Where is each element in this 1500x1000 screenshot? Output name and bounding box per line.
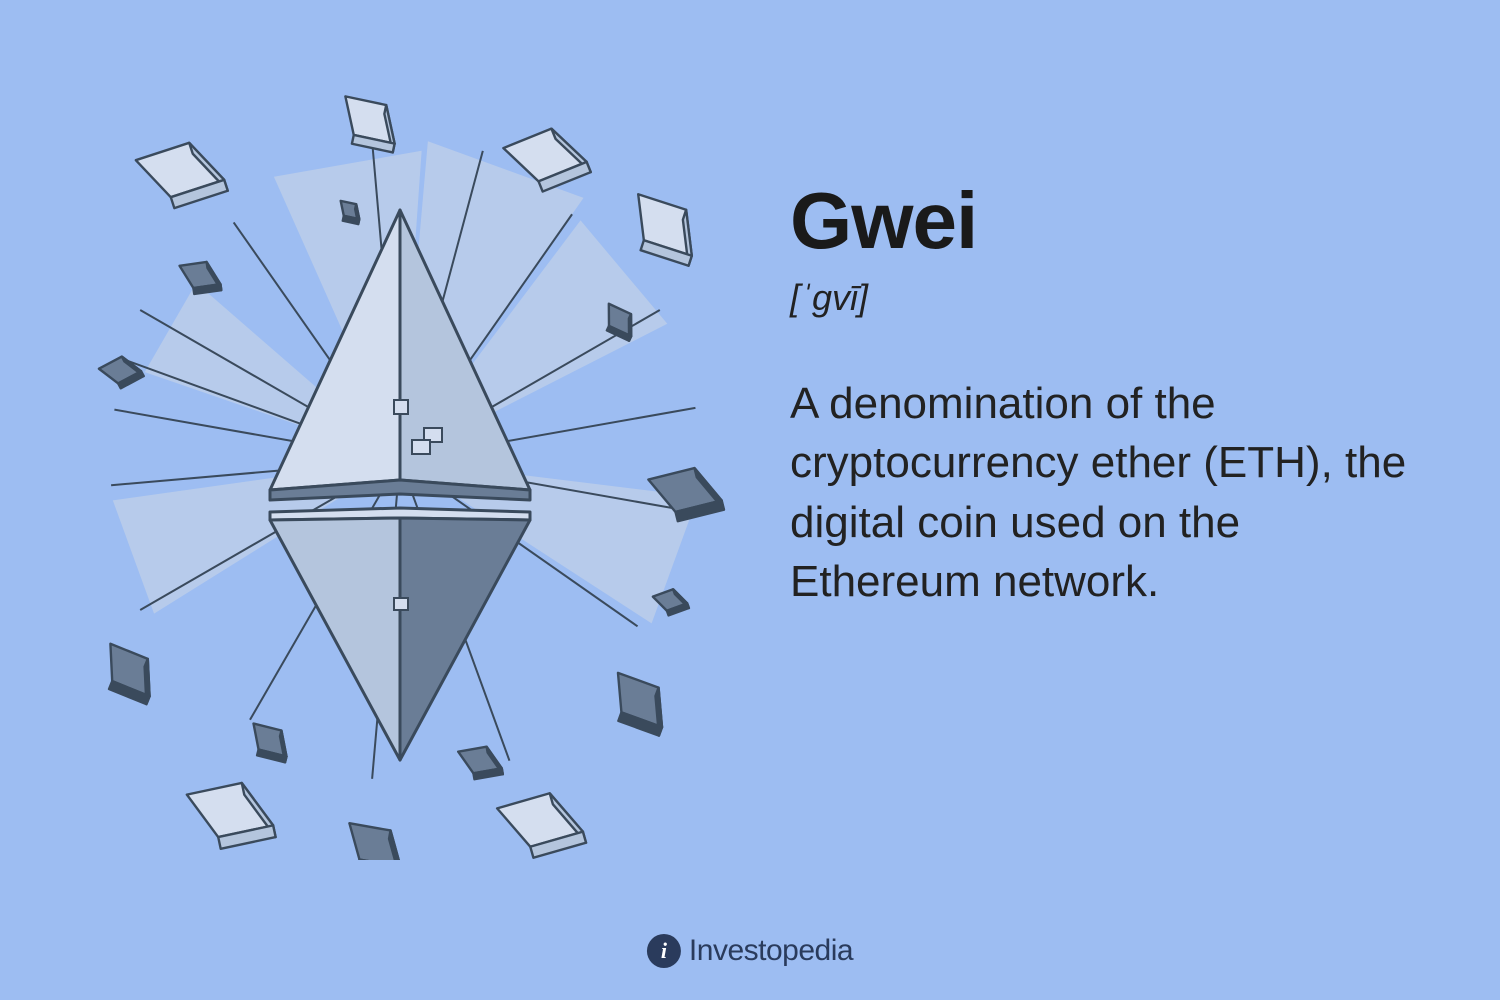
term-title: Gwei bbox=[790, 175, 1410, 267]
term-pronunciation: [ˈgvī] bbox=[790, 277, 1410, 319]
ethereum-burst-illustration bbox=[60, 60, 740, 860]
term-definition: A denomination of the cryptocurrency eth… bbox=[790, 374, 1410, 612]
definition-card: Gwei [ˈgvī] A denomination of the crypto… bbox=[0, 0, 1500, 1000]
brand-name: Investopedia bbox=[689, 934, 853, 968]
definition-text-block: Gwei [ˈgvī] A denomination of the crypto… bbox=[790, 175, 1410, 612]
brand-badge-icon: i bbox=[647, 934, 681, 968]
brand-footer: i Investopedia bbox=[647, 934, 853, 968]
